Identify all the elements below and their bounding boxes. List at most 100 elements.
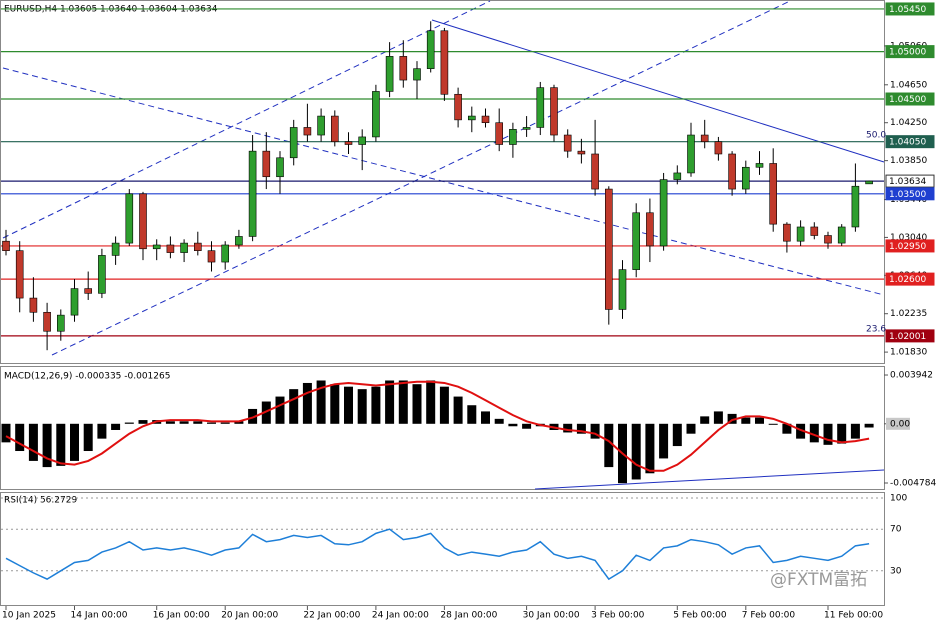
macd-bar	[508, 423, 518, 427]
candle-body	[865, 180, 873, 185]
x-tick-label: 22 Jan 00:00	[303, 611, 360, 621]
candle-body	[632, 212, 641, 270]
candle-body	[43, 311, 51, 332]
candle-body	[741, 166, 750, 190]
macd-panel	[0, 366, 885, 490]
macd-zero-box	[886, 417, 910, 430]
x-tick-label: 10 Jan 2025	[2, 611, 56, 621]
macd-bar	[645, 423, 655, 474]
macd-bar	[713, 411, 723, 424]
macd-bar	[111, 423, 121, 430]
candle-body	[563, 134, 572, 152]
macd-bar	[330, 384, 340, 424]
macd-bar	[604, 423, 614, 468]
level-label: 1.05000	[889, 48, 926, 58]
candle-body	[56, 314, 65, 332]
macd-bar	[344, 386, 353, 424]
candle-body	[29, 297, 38, 313]
candle-body	[495, 122, 504, 145]
fib-label: 50.0	[866, 131, 886, 141]
x-tick-label: 7 Feb 00:00	[742, 611, 796, 621]
y-tick-label: 1.03850	[890, 156, 927, 166]
macd-y-tick-label: 0.003942	[890, 371, 933, 381]
macd-bar	[727, 413, 737, 424]
macd-bar	[823, 423, 833, 445]
macd-bar	[207, 422, 216, 424]
macd-bar	[864, 423, 874, 428]
macd-bar	[56, 423, 66, 466]
candle-body	[769, 163, 778, 225]
x-tick-label: 16 Jan 00:00	[153, 611, 210, 621]
macd-bar	[289, 389, 299, 424]
level-label: 1.02600	[889, 275, 926, 285]
candle-body	[522, 127, 531, 130]
macd-bar	[398, 380, 408, 424]
candle-body	[509, 129, 517, 145]
candle-body	[536, 87, 545, 128]
candle-body	[659, 179, 668, 247]
macd-bar	[412, 384, 422, 424]
macd-bar	[686, 423, 696, 434]
level-label-box	[885, 174, 935, 188]
candle-body	[714, 141, 723, 155]
rsi-panel	[0, 492, 885, 606]
level-label: 1.04500	[889, 95, 926, 105]
macd-bar	[439, 386, 449, 424]
candle-body	[646, 212, 654, 247]
rsi-title: RSI(14) 56.2729	[4, 496, 77, 506]
macd-bar	[371, 386, 381, 424]
macd-bar	[659, 423, 669, 459]
candle-body	[98, 255, 106, 294]
candle-body	[180, 242, 188, 253]
candle-body	[330, 115, 339, 142]
macd-bar	[631, 423, 641, 480]
macd-bar	[248, 408, 258, 424]
candle-body	[262, 150, 271, 178]
candle-body	[837, 226, 846, 244]
level-label-box	[885, 272, 935, 286]
rsi-y-tick-label: 70	[890, 525, 902, 535]
y-tick-label: 1.04250	[890, 118, 927, 128]
level-label: 1.04050	[889, 138, 926, 148]
candle-body	[125, 193, 134, 244]
candle-body	[221, 244, 229, 263]
macd-bar	[15, 423, 25, 452]
candle-body	[84, 288, 92, 294]
macd-bar	[220, 422, 230, 424]
macd-bar	[165, 421, 175, 424]
macd-bar	[809, 423, 819, 443]
macd-bar	[741, 417, 751, 424]
macd-bar	[768, 423, 778, 425]
macd-bar	[193, 421, 203, 424]
y-tick-label: 1.01830	[890, 348, 927, 358]
candle-body	[577, 150, 586, 155]
channel-line	[2, 0, 491, 239]
x-tick-label: 3 Feb 00:00	[591, 611, 645, 621]
candle-body	[687, 134, 695, 174]
macd-bar	[755, 417, 764, 424]
candle-body	[673, 172, 682, 180]
x-tick-label: 20 Jan 00:00	[221, 611, 278, 621]
x-tick-label: 11 Feb 00:00	[824, 611, 883, 621]
candle-body	[550, 87, 558, 136]
candle-body	[207, 250, 216, 263]
macd-signal	[5, 380, 870, 472]
macd-bar	[1, 423, 11, 443]
candle-body	[372, 91, 380, 138]
candle-body	[728, 153, 736, 190]
level-label: 1.03634	[889, 177, 926, 187]
macd-bar	[28, 423, 38, 461]
trend-line	[534, 469, 885, 490]
macd-bar	[261, 401, 271, 424]
candle-body	[111, 242, 120, 256]
candle-body	[194, 242, 202, 251]
level-label-box	[885, 329, 935, 343]
candle-body	[317, 115, 325, 136]
macd-bar	[124, 422, 134, 424]
candle-body	[467, 115, 476, 121]
candle-body	[15, 250, 24, 299]
macd-bar	[426, 380, 436, 424]
rsi-y-tick-label: 100	[890, 494, 907, 504]
candle-body	[810, 226, 819, 236]
candle-body	[591, 153, 599, 190]
